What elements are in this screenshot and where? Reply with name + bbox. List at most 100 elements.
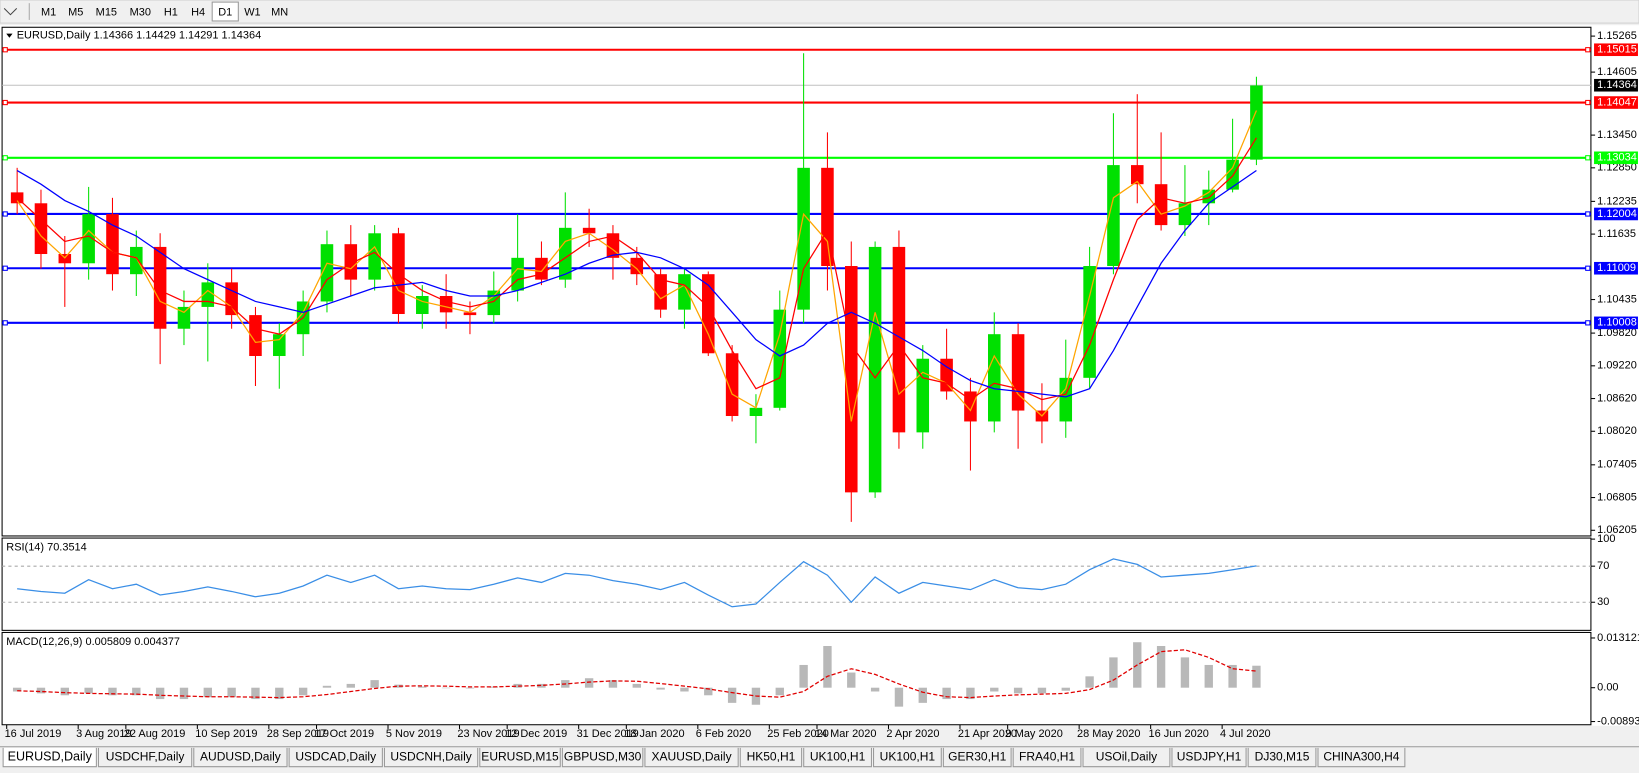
tab-label[interactable]: USDCAD,Daily	[295, 749, 376, 763]
tab[interactable]	[873, 747, 942, 768]
y-tick-label: 100	[1597, 533, 1615, 545]
macd-bar	[465, 687, 475, 689]
candle-body	[916, 358, 930, 433]
tab[interactable]	[479, 747, 561, 768]
tab[interactable]	[1247, 747, 1317, 768]
tab[interactable]	[288, 747, 383, 768]
tab-label[interactable]: CHINA300,H4	[1323, 749, 1399, 763]
timeframe-button[interactable]: D1	[218, 6, 232, 18]
candle-body	[535, 257, 548, 280]
timeframe-button[interactable]: M5	[68, 6, 83, 18]
x-tick-label: 18 Jan 2020	[624, 728, 684, 740]
tab-label[interactable]: EURUSD,Daily	[8, 750, 93, 764]
chart-menu-arrow	[6, 33, 13, 38]
level-handle	[1585, 47, 1591, 53]
candle-body	[416, 296, 429, 315]
x-tick-label: 25 Feb 2020	[767, 728, 829, 740]
candle-body	[487, 290, 501, 316]
macd-bar	[918, 687, 927, 703]
timeframe-button[interactable]: MN	[271, 6, 288, 18]
y-tick-label: 1.09220	[1597, 360, 1637, 372]
tab-label[interactable]: USDJPY,H1	[1177, 749, 1242, 763]
level-label: 1.13034	[1597, 152, 1637, 164]
indicator-title: MACD(12,26,9) 0.005809 0.004377	[6, 636, 180, 648]
x-tick-label: 28 May 2020	[1077, 728, 1140, 740]
x-tick-label: 22 Aug 2019	[124, 728, 186, 740]
tab[interactable]	[1171, 747, 1247, 768]
y-tick-label: 0.013121	[1597, 632, 1639, 644]
timeframe-button[interactable]: M1	[41, 6, 56, 18]
tab-label[interactable]: UK100,H1	[880, 749, 936, 763]
panel-frame	[1, 537, 1592, 631]
timeframe-button[interactable]: W1	[244, 6, 260, 18]
x-tick-label: 3 Aug 2019	[76, 728, 131, 740]
x-tick-label: 4 Jul 2020	[1220, 728, 1271, 740]
tab[interactable]	[739, 747, 803, 768]
tab-label[interactable]: USOil,Daily	[1096, 749, 1157, 763]
x-tick-label: 21 Apr 2020	[958, 728, 1017, 740]
tab[interactable]	[1012, 747, 1082, 768]
tab-label[interactable]: AUDUSD,Daily	[200, 749, 281, 763]
tab-label[interactable]: USDCHF,Daily	[106, 749, 185, 763]
x-tick-label: 2 Apr 2020	[886, 728, 939, 740]
tab-label[interactable]: UK100,H1	[810, 749, 866, 763]
level-label: 1.15015	[1597, 44, 1637, 56]
y-tick-label: 70	[1597, 560, 1609, 572]
rsi-line	[17, 558, 1257, 608]
candle-body	[1226, 159, 1239, 190]
tab[interactable]	[1082, 747, 1171, 768]
chart-window	[0, 25, 1639, 726]
tab-label[interactable]: GBPUSD,M30	[564, 749, 642, 763]
tab-label[interactable]: DJ30,M15	[1255, 749, 1310, 763]
tab-label[interactable]: EURUSD,M15	[481, 749, 559, 763]
y-tick-label: 1.09820	[1597, 327, 1637, 339]
y-tick-label: 1.15265	[1597, 30, 1637, 42]
tab[interactable]	[942, 747, 1012, 768]
tab-label[interactable]: HK50,H1	[747, 749, 796, 763]
candle-body	[1250, 85, 1263, 160]
tab[interactable]	[644, 747, 739, 768]
tab[interactable]	[803, 747, 872, 768]
level-label-box	[1594, 43, 1638, 57]
macd-bar	[1204, 664, 1213, 688]
candle-body	[749, 407, 763, 417]
macd-bar	[370, 680, 379, 688]
tab[interactable]	[561, 747, 644, 768]
macd-bar	[1061, 687, 1070, 691]
macd-bar	[632, 683, 641, 688]
timeframe-button[interactable]: H1	[164, 6, 178, 18]
macd-bar	[656, 687, 665, 690]
level-label-box	[1594, 207, 1638, 221]
macd-bar	[227, 687, 236, 698]
timeframe-active	[211, 1, 239, 22]
tab[interactable]	[2, 747, 97, 768]
timeframe-button[interactable]: M30	[130, 6, 151, 18]
level-handle	[2, 320, 8, 326]
tab-label[interactable]: FRA40,H1	[1019, 749, 1075, 763]
level-handle	[2, 99, 8, 106]
tab[interactable]	[1317, 747, 1406, 768]
tab-label[interactable]: USDCNH,Daily	[390, 749, 471, 763]
y-tick-label: 1.10435	[1597, 293, 1637, 305]
macd-bar	[251, 687, 260, 700]
tab-label[interactable]: XAUUSD,Daily	[652, 749, 732, 763]
level-handle	[2, 265, 8, 271]
timeframe-button[interactable]: H4	[191, 6, 205, 18]
macd-bar	[942, 687, 951, 700]
x-tick-label: 6 Feb 2020	[696, 728, 751, 740]
tab[interactable]	[193, 747, 288, 768]
macd-bar	[12, 687, 22, 692]
tab[interactable]	[97, 747, 193, 768]
candle-body	[868, 246, 882, 493]
candle-body	[797, 167, 810, 310]
tab-label[interactable]: GER30,H1	[948, 749, 1006, 763]
macd-bar	[1037, 687, 1047, 694]
x-tick-label: 10 Sep 2019	[195, 728, 257, 740]
macd-bar	[990, 687, 999, 692]
candle-body	[654, 274, 667, 310]
tab[interactable]	[383, 747, 479, 768]
macd-bar	[1228, 664, 1237, 688]
timeframe-button[interactable]: M15	[96, 6, 117, 18]
candle-body	[463, 312, 477, 316]
